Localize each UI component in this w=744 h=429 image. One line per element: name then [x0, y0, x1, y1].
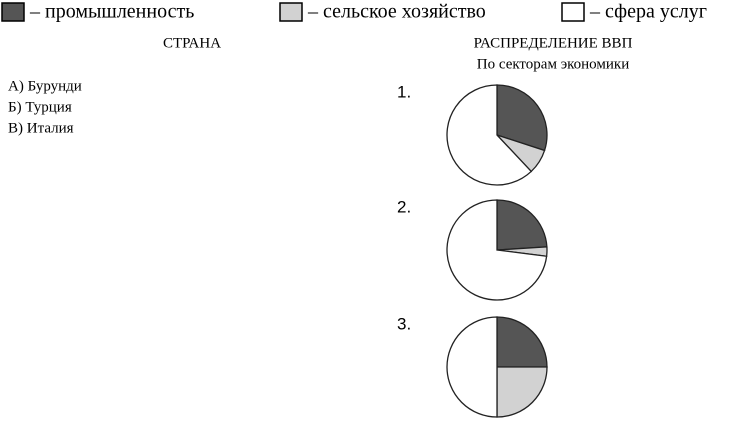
- legend-label: – сельское хозяйство: [307, 1, 486, 23]
- right-subheader: По секторам экономики: [477, 56, 629, 72]
- country: А) Бурунди: [8, 78, 82, 94]
- legend-swatch: [561, 2, 585, 22]
- country: Б) Турция: [8, 99, 72, 115]
- pie-slice: [446, 84, 533, 186]
- pie-number: 3.: [397, 314, 411, 333]
- pie-slice: [496, 199, 548, 251]
- country: В) Италия: [8, 120, 74, 136]
- pie-slice: [446, 316, 498, 418]
- pie-slice: [496, 366, 548, 418]
- pie-slice: [446, 199, 548, 301]
- pie-number: 2.: [397, 197, 411, 216]
- pie-slice: [496, 316, 548, 368]
- legend-swatch: [279, 2, 303, 22]
- left-header: СТРАНА: [163, 35, 221, 51]
- legend-swatch: [1, 2, 25, 22]
- legend-label: – промышленность: [29, 1, 194, 23]
- pie-number: 1.: [397, 82, 411, 101]
- legend-label: – сфера услуг: [589, 1, 707, 23]
- pie-slice: [496, 84, 548, 152]
- right-header: РАСПРЕДЕЛЕНИЕ ВВП: [474, 35, 633, 51]
